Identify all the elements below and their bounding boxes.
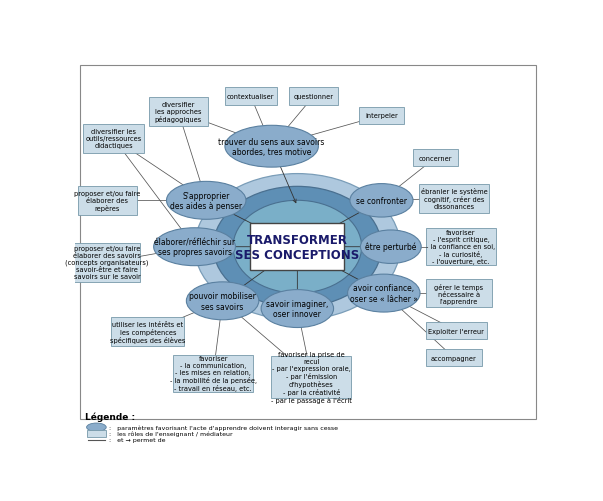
FancyBboxPatch shape bbox=[225, 88, 277, 106]
Text: pouvoir mobiliser
ses savoirs: pouvoir mobiliser ses savoirs bbox=[189, 292, 256, 311]
FancyBboxPatch shape bbox=[250, 224, 344, 271]
Text: savoir imaginer,
oser innover: savoir imaginer, oser innover bbox=[266, 299, 329, 319]
FancyBboxPatch shape bbox=[149, 98, 207, 126]
FancyBboxPatch shape bbox=[426, 350, 482, 366]
Text: contextualiser: contextualiser bbox=[227, 94, 274, 100]
FancyBboxPatch shape bbox=[413, 150, 458, 167]
Text: favoriser
- la communication,
- les mises en relation,
- la mobilité de la pensé: favoriser - la communication, - les mise… bbox=[169, 355, 257, 391]
FancyBboxPatch shape bbox=[87, 430, 106, 437]
Text: :   et → permet de: : et → permet de bbox=[109, 437, 165, 442]
Text: avoir confiance,
oser se « lâcher »: avoir confiance, oser se « lâcher » bbox=[350, 284, 418, 303]
Text: proposer et/ou faire
élaborer des
repères: proposer et/ou faire élaborer des repère… bbox=[74, 190, 140, 211]
Text: :   les rôles de l'enseignant / médiateur: : les rôles de l'enseignant / médiateur bbox=[109, 431, 233, 436]
Text: interpeler: interpeler bbox=[365, 113, 398, 119]
FancyBboxPatch shape bbox=[78, 187, 137, 215]
Text: ébranler le système
cognitif, créer des
dissonances: ébranler le système cognitif, créer des … bbox=[420, 188, 487, 210]
Ellipse shape bbox=[186, 282, 259, 320]
FancyBboxPatch shape bbox=[74, 243, 140, 282]
Text: favoriser la prise de
recul
- par l'expression orale,
- par l'émission
d'hypothè: favoriser la prise de recul - par l'expr… bbox=[271, 351, 352, 404]
Text: être perturbé: être perturbé bbox=[365, 242, 417, 252]
Ellipse shape bbox=[166, 182, 246, 220]
FancyBboxPatch shape bbox=[359, 108, 404, 125]
Text: concerner: concerner bbox=[418, 155, 452, 161]
Text: S'approprier
des aides à penser: S'approprier des aides à penser bbox=[170, 191, 242, 210]
Text: favoriser
- l'esprit critique,
- la confiance en soi,
- la curiosité,
- l'ouvert: favoriser - l'esprit critique, - la conf… bbox=[426, 229, 496, 265]
Text: TRANSFORMER
SES CONCEPTIONS: TRANSFORMER SES CONCEPTIONS bbox=[235, 233, 359, 261]
Text: Légende :: Légende : bbox=[84, 411, 135, 421]
FancyBboxPatch shape bbox=[426, 322, 487, 340]
Ellipse shape bbox=[225, 126, 318, 168]
Text: utiliser les intérêts et
les compétences
spécifiques des élèves: utiliser les intérêts et les compétences… bbox=[110, 321, 186, 343]
Text: diversifier les
outils/ressources
didactiques: diversifier les outils/ressources didact… bbox=[86, 129, 142, 149]
Ellipse shape bbox=[350, 184, 413, 217]
Ellipse shape bbox=[87, 423, 106, 431]
FancyBboxPatch shape bbox=[418, 185, 489, 213]
Text: Exploiter l'erreur: Exploiter l'erreur bbox=[428, 328, 484, 334]
Ellipse shape bbox=[261, 290, 333, 328]
FancyBboxPatch shape bbox=[173, 355, 253, 392]
Ellipse shape bbox=[213, 187, 382, 308]
Ellipse shape bbox=[361, 230, 421, 264]
Text: gérer le temps
nécessaire à
l'apprendre: gérer le temps nécessaire à l'apprendre bbox=[434, 283, 483, 304]
FancyBboxPatch shape bbox=[289, 88, 338, 106]
Ellipse shape bbox=[195, 174, 400, 320]
Text: diversifier
les approches
pédagogiques: diversifier les approches pédagogiques bbox=[154, 102, 202, 123]
Text: :   paramètres favorisant l'acte d'apprendre doivent interagir sans cesse: : paramètres favorisant l'acte d'apprend… bbox=[109, 425, 338, 430]
FancyBboxPatch shape bbox=[426, 228, 496, 266]
FancyBboxPatch shape bbox=[112, 318, 185, 346]
Text: trouver du sens aux savoirs
abordes, tres motive: trouver du sens aux savoirs abordes, tre… bbox=[218, 137, 325, 157]
FancyBboxPatch shape bbox=[80, 66, 535, 419]
FancyBboxPatch shape bbox=[271, 356, 352, 399]
Text: proposer et/ou faire
élaborer des savoirs
(concepts organisateurs)
savoir-être e: proposer et/ou faire élaborer des savoir… bbox=[65, 245, 149, 280]
Ellipse shape bbox=[347, 275, 420, 313]
Ellipse shape bbox=[154, 228, 235, 266]
Ellipse shape bbox=[233, 201, 362, 294]
Text: se confronter: se confronter bbox=[356, 196, 407, 205]
FancyBboxPatch shape bbox=[83, 125, 144, 153]
FancyBboxPatch shape bbox=[426, 279, 491, 308]
Text: accompagner: accompagner bbox=[431, 355, 477, 361]
Text: élaborer/réfléchir sur
ses propres savoirs: élaborer/réfléchir sur ses propres savoi… bbox=[154, 237, 235, 257]
Text: questionner: questionner bbox=[294, 94, 333, 100]
